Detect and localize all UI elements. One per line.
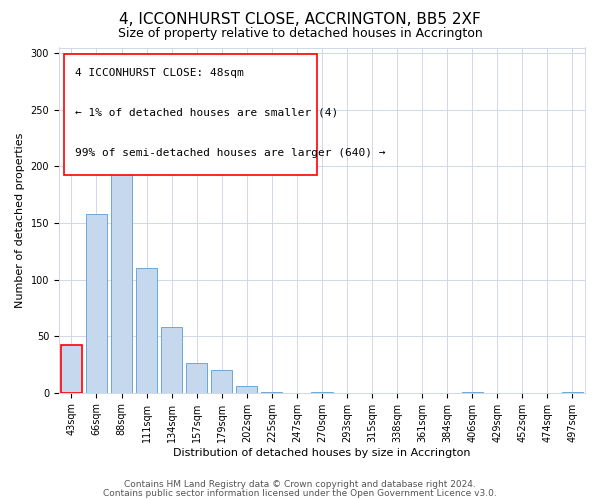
Bar [136, 268, 157, 392]
Text: Size of property relative to detached houses in Accrington: Size of property relative to detached ho… [118, 28, 482, 40]
Bar [211, 370, 232, 392]
Bar [86, 214, 107, 392]
Bar [186, 364, 208, 392]
Y-axis label: Number of detached properties: Number of detached properties [15, 132, 25, 308]
FancyBboxPatch shape [64, 54, 317, 175]
Bar [61, 345, 82, 393]
Text: 4 ICCONHURST CLOSE: 48sqm: 4 ICCONHURST CLOSE: 48sqm [74, 68, 244, 78]
Text: 4, ICCONHURST CLOSE, ACCRINGTON, BB5 2XF: 4, ICCONHURST CLOSE, ACCRINGTON, BB5 2XF [119, 12, 481, 28]
Text: ← 1% of detached houses are smaller (4): ← 1% of detached houses are smaller (4) [74, 108, 338, 118]
Bar [111, 142, 132, 392]
Bar [161, 327, 182, 392]
Bar [236, 386, 257, 392]
Text: 99% of semi-detached houses are larger (640) →: 99% of semi-detached houses are larger (… [74, 148, 385, 158]
Text: Contains HM Land Registry data © Crown copyright and database right 2024.: Contains HM Land Registry data © Crown c… [124, 480, 476, 489]
X-axis label: Distribution of detached houses by size in Accrington: Distribution of detached houses by size … [173, 448, 471, 458]
Text: Contains public sector information licensed under the Open Government Licence v3: Contains public sector information licen… [103, 488, 497, 498]
